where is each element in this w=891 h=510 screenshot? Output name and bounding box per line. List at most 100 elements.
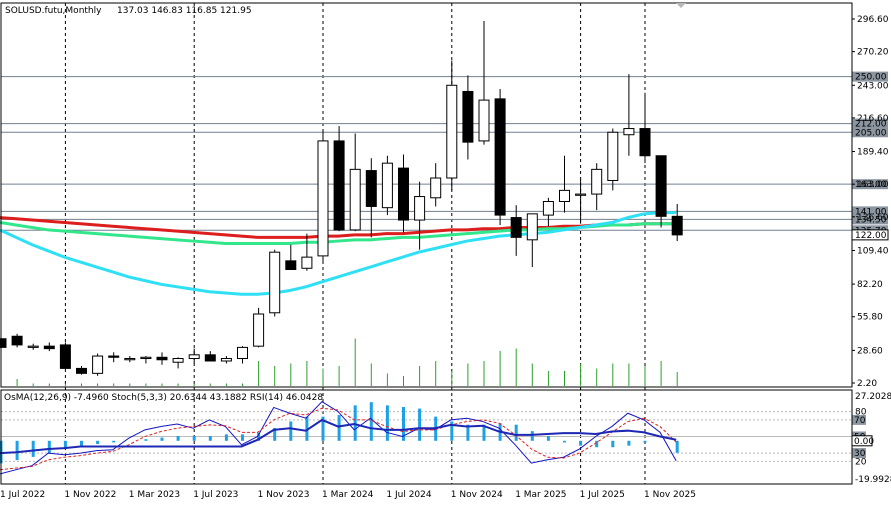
x-tick-label: 1 Nov 2022 <box>64 490 116 500</box>
candle-bear <box>76 367 87 374</box>
candle-bull <box>478 99 490 142</box>
y-tick-label: 55.80 <box>857 313 883 323</box>
y-tick-label: 296.60 <box>857 15 889 25</box>
scroll-marker <box>676 3 686 8</box>
stoch-tag <box>852 414 866 425</box>
candle-bull <box>188 354 200 360</box>
stoch-main-line <box>0 401 677 475</box>
level-label: 212.00 <box>855 120 887 130</box>
moving-average-line <box>0 211 677 296</box>
candle-bear <box>639 128 651 157</box>
x-tick-label: 1 Mar 2024 <box>322 490 374 500</box>
level-tag <box>852 71 888 82</box>
osma-min-label: -19.9928 <box>855 475 891 485</box>
candle-bull <box>559 189 570 202</box>
candle-bull <box>623 128 635 136</box>
y-tick-label: 243.00 <box>857 81 889 91</box>
candle-bull <box>220 358 232 362</box>
candle-bear <box>494 98 506 216</box>
stoch-level-label: 70 <box>854 416 866 426</box>
current-price-label: 122.00 <box>855 231 887 241</box>
candle-bull <box>301 256 313 269</box>
level-label: 134.50 <box>855 215 887 225</box>
x-tick-label: 1 Jul 2022 <box>0 490 45 500</box>
stoch-tag <box>852 448 866 459</box>
y-tick-label: 163.00 <box>857 180 889 190</box>
level-tag <box>852 179 888 190</box>
y-tick-label: 82.20 <box>857 280 883 290</box>
rsi-level-label: 0.00 <box>854 437 874 447</box>
candle-bull <box>607 131 619 181</box>
stoch-signal-line <box>0 407 677 471</box>
candle-bear <box>365 170 377 207</box>
y-tick-label: 28.60 <box>857 346 883 356</box>
candle-bull <box>526 213 538 241</box>
level-label: 141.00 <box>855 207 887 217</box>
candle-bull <box>430 177 442 199</box>
candle-bear <box>510 217 522 238</box>
indicator-label: OsMA(12,26,9) -7.4960 Stoch(5,3,3) 20.63… <box>4 393 323 403</box>
y-tick-label: 136.60 <box>857 213 889 223</box>
candle-bear <box>156 356 168 361</box>
level-tag <box>852 206 888 217</box>
candle-bear <box>11 335 23 346</box>
y-tick-label: 2.20 <box>857 379 877 389</box>
candle-bull <box>237 346 248 360</box>
x-tick-label: 1 Jul 2024 <box>386 490 431 500</box>
candle-bull <box>27 345 39 348</box>
stoch-level-label: 30 <box>854 449 866 459</box>
level-tag <box>852 127 888 138</box>
x-tick-label: 1 Jul 2025 <box>580 490 625 500</box>
indicator-frame <box>0 389 853 485</box>
x-tick-label: 1 Mar 2025 <box>515 490 566 500</box>
candle-bear <box>59 344 71 369</box>
candle-bull <box>92 355 104 374</box>
candle-bull <box>575 193 587 196</box>
x-tick-label: 1 Mar 2023 <box>129 490 180 500</box>
candle-bull <box>172 358 184 363</box>
candle-bear <box>43 345 55 350</box>
candle-bull <box>381 162 393 209</box>
rsi-line <box>0 418 677 455</box>
candle-bear <box>671 215 683 236</box>
osma-max-label: 27.2028 <box>855 392 891 402</box>
candle-bull <box>414 196 426 221</box>
candle-bull <box>269 251 281 314</box>
ohlc-readout: 137.03 146.83 116.85 121.95 <box>117 6 252 16</box>
candle-bull <box>140 356 152 360</box>
stoch-level-label: 20 <box>855 457 867 467</box>
candle-bear <box>204 354 216 362</box>
stoch-level-label: 80 <box>855 408 867 418</box>
y-tick-label: 270.20 <box>857 48 889 58</box>
chart-title: SOLUSD.futu,Monthly <box>5 6 102 16</box>
level-label: 205.00 <box>855 128 887 138</box>
x-tick-label: 1 Nov 2025 <box>644 490 696 500</box>
x-tick-label: 1 Nov 2024 <box>451 490 503 500</box>
candle-bear <box>333 140 345 231</box>
level-tag <box>852 118 888 129</box>
candle-bull <box>591 168 603 195</box>
y-tick-label: 109.40 <box>857 246 889 256</box>
y-tick-label: 189.40 <box>857 148 889 158</box>
candle-bull <box>317 140 329 257</box>
level-label: 250.00 <box>855 73 887 83</box>
candle-bear <box>398 167 409 221</box>
x-tick-label: 1 Jul 2023 <box>193 490 238 500</box>
candle-bull <box>253 313 265 347</box>
x-tick-label: 1 Nov 2023 <box>258 490 310 500</box>
main-frame <box>0 2 853 388</box>
candle-bear <box>655 155 667 217</box>
moving-average-line <box>0 216 677 239</box>
candle-bull <box>542 200 554 216</box>
level-tag <box>852 214 888 225</box>
candle-bull <box>446 84 458 179</box>
candle-bear <box>285 260 297 270</box>
y-tick-label: 216.60 <box>857 114 889 124</box>
candle-bear <box>108 355 120 358</box>
level-label: 163.00 <box>855 180 887 190</box>
candle-bull <box>124 358 136 361</box>
candle-bear <box>462 90 474 143</box>
candle-bull <box>349 168 361 231</box>
